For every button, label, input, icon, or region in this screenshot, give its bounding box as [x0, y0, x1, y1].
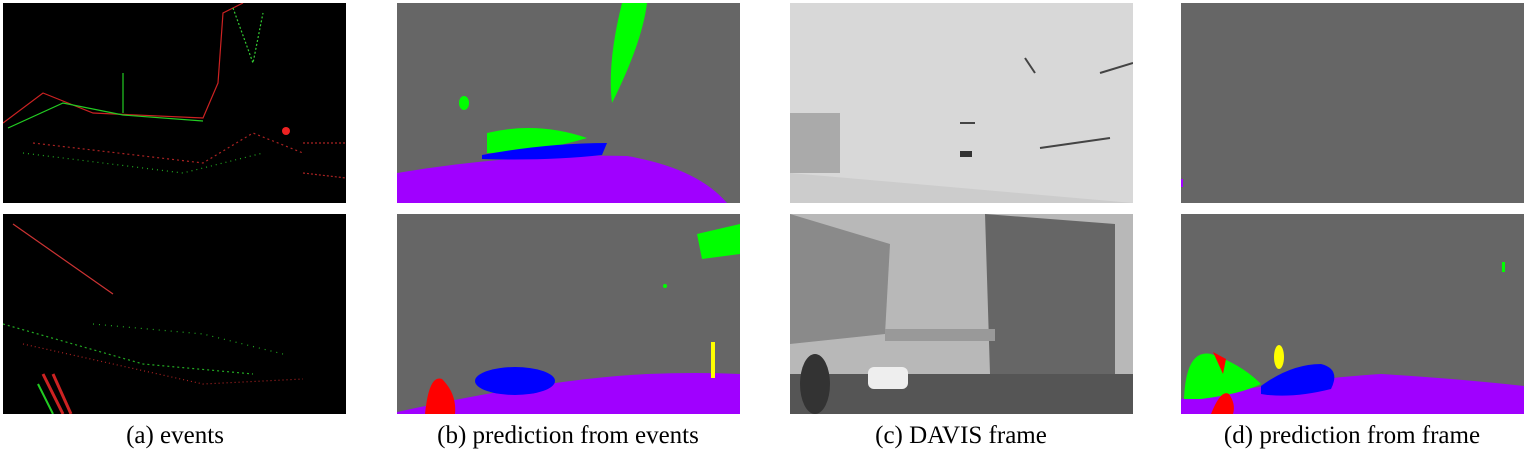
prediction-frame-top [1181, 3, 1524, 203]
caption-a: (a) events [126, 422, 224, 449]
caption-d: (d) prediction from frame [1223, 422, 1481, 449]
caption-c: (c) DAVIS frame [875, 422, 1047, 449]
events-image-bottom [3, 214, 346, 414]
prediction-events-bottom [397, 214, 740, 414]
prediction-frame-bottom [1181, 214, 1524, 414]
davis-frame-top [790, 3, 1133, 203]
caption-b: (b) prediction from events [437, 422, 699, 449]
prediction-events-top [397, 3, 740, 203]
events-image-top [3, 3, 346, 203]
davis-frame-bottom [790, 214, 1133, 414]
